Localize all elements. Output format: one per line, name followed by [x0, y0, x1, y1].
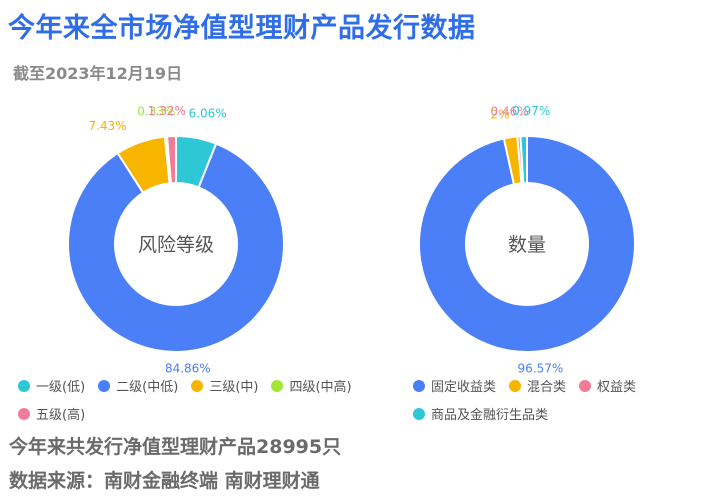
- value-label-1-1: 2%: [490, 107, 509, 121]
- legend-item-1-1[interactable]: 混合类: [509, 376, 566, 395]
- legend-dot-0-1: [98, 379, 111, 392]
- value-label-0-1: 84.86%: [165, 361, 211, 375]
- value-label-0-2: 7.43%: [89, 119, 127, 133]
- donut-center-label-1: 数量: [508, 234, 546, 256]
- total-issued-text: 今年来共发行净值型理财产品28995只: [9, 436, 342, 458]
- legend-label-1-0: 固定收益类: [431, 380, 497, 395]
- donut-slice-0-4: [165, 134, 177, 185]
- value-label-0-4: 1.32%: [148, 104, 186, 118]
- donut-slice-0-1: [67, 142, 285, 353]
- value-label-1-3: 0.97%: [512, 104, 550, 118]
- legend-item-1-2[interactable]: 权益类: [579, 376, 636, 395]
- legend-item-0-3[interactable]: 四级(中高): [271, 376, 352, 395]
- legend-dot-1-1: [509, 379, 522, 392]
- value-label-0-0: 6.06%: [189, 106, 227, 120]
- legend-item-0-2[interactable]: 三级(中): [191, 376, 258, 395]
- legend-item-0-0[interactable]: 一级(低): [18, 376, 85, 395]
- legend-label-1-2: 权益类: [597, 380, 637, 395]
- donut-slice-1-3: [519, 134, 528, 185]
- value-label-0-3: 0.33%: [137, 105, 175, 119]
- legend-dot-0-0: [18, 379, 30, 392]
- legend-item-0-1[interactable]: 二级(中低): [98, 376, 178, 395]
- quantity-legend: 固定收益类 混合类 权益类商品及金融衍生品类: [413, 376, 693, 423]
- legend-dot-0-3: [271, 379, 284, 392]
- legend-label-0-1: 二级(中低): [116, 380, 179, 395]
- value-label-1-0: 96.57%: [518, 361, 564, 375]
- legend-dot-1-0: [413, 379, 425, 392]
- legend-item-1-3[interactable]: 商品及金融衍生品类: [413, 404, 548, 423]
- legend-label-0-3: 四级(中高): [289, 380, 352, 395]
- legend-dot-0-4: [18, 407, 30, 420]
- risk-level-donut: 6.06% 84.86% 7.43% 0.33%1.32% 风险等级: [67, 104, 285, 375]
- value-label-1-2: 0.46%: [491, 104, 529, 118]
- risk-level-legend: 一级(低) 二级(中低) 三级(中) 四级(中高) 五级(高): [18, 376, 378, 423]
- legend-item-0-4[interactable]: 五级(高): [18, 404, 85, 423]
- legend-label-1-3: 商品及金融衍生品类: [431, 408, 549, 423]
- legend-label-0-4: 五级(高): [36, 408, 86, 423]
- quantity-donut: 96.57% 2%0.46%0.97% 数量: [417, 104, 636, 375]
- page-subtitle: 截至2023年12月19日: [13, 64, 183, 83]
- page-title: 今年来全市场净值型理财产品发行数据: [8, 13, 476, 44]
- legend-item-1-0[interactable]: 固定收益类: [413, 376, 496, 395]
- legend-label-0-2: 三级(中): [209, 380, 259, 395]
- legend-label-0-0: 一级(低): [36, 380, 86, 395]
- legend-dot-1-2: [579, 379, 592, 392]
- legend-label-1-1: 混合类: [527, 380, 567, 395]
- legend-dot-1-3: [413, 407, 425, 420]
- donut-slice-1-0: [417, 134, 636, 353]
- data-source-text: 数据来源：南财金融终端 南财理财通: [9, 470, 320, 492]
- donut-center-label-0: 风险等级: [138, 234, 214, 256]
- legend-dot-0-2: [191, 379, 204, 392]
